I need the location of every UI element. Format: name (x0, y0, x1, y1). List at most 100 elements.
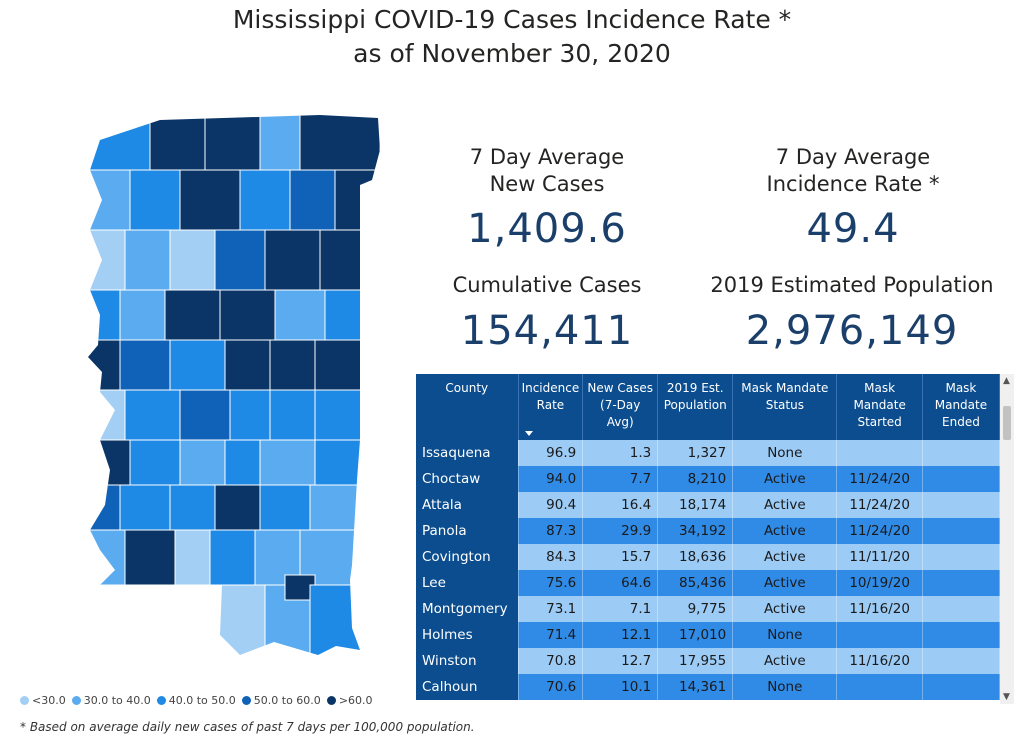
mandate-cell: Active (732, 544, 838, 570)
legend-swatch (71, 696, 81, 705)
numeric-cell: 17,010 (657, 622, 734, 648)
county-walthall[interactable] (174, 529, 211, 586)
county-leflore[interactable] (119, 289, 166, 341)
numeric-cell: 73.1 (518, 596, 584, 622)
county-marion[interactable] (209, 529, 256, 586)
county-wilkinson[interactable] (80, 529, 126, 586)
legend-label: 30.0 to 40.0 (83, 694, 151, 707)
county-monroe[interactable] (324, 289, 380, 341)
county-yalobusha[interactable] (214, 229, 266, 291)
county-claiborne[interactable] (80, 439, 131, 486)
county-copiah[interactable] (129, 439, 181, 486)
numeric-cell: 18,174 (657, 492, 734, 518)
numeric-cell: 18,636 (657, 544, 734, 570)
county-lincoln[interactable] (119, 484, 171, 531)
county-washington[interactable] (80, 289, 121, 341)
county-holmes[interactable] (169, 339, 226, 391)
county-noxubee[interactable] (314, 339, 380, 391)
county-calhoun[interactable] (264, 229, 321, 291)
county-name-cell: Choctaw (416, 466, 519, 492)
mandate-cell (922, 674, 1000, 700)
column-header[interactable]: Mask Mandate Status (732, 374, 838, 440)
mandate-cell: 11/24/20 (836, 518, 923, 544)
scroll-up-icon[interactable]: ▲ (1003, 376, 1010, 386)
county-benton[interactable] (259, 110, 301, 171)
table-row[interactable]: Attala 90.4 16.4 18,174 Active 11/24/20 (416, 492, 1000, 518)
column-header[interactable]: County (416, 374, 519, 440)
county-desoto[interactable] (149, 110, 206, 171)
county-panola[interactable] (179, 169, 241, 231)
county-chickasaw[interactable] (274, 289, 326, 341)
county-jasper[interactable] (259, 439, 316, 486)
county-lee[interactable] (319, 229, 380, 291)
county-name-cell: Lee (416, 570, 519, 596)
column-header[interactable]: 2019 Est. Population (657, 374, 734, 440)
county-map[interactable] (60, 110, 390, 670)
numeric-cell: 14,361 (657, 674, 734, 700)
table-row[interactable]: Winston 70.8 12.7 17,955 Active 11/16/20 (416, 648, 1000, 674)
sort-descending-icon[interactable] (524, 431, 533, 436)
table-scrollbar[interactable]: ▲ ▼ (1000, 374, 1014, 704)
county-tunica-area[interactable] (80, 110, 151, 171)
county-smith[interactable] (224, 439, 261, 486)
legend-item: 30.0 to 40.0 (71, 694, 151, 707)
county-tallahatchie[interactable] (169, 229, 216, 291)
table-row[interactable]: Choctaw 94.0 7.7 8,210 Active 11/24/20 (416, 466, 1000, 492)
county-attala[interactable] (224, 339, 271, 391)
table-row[interactable]: Covington 84.3 15.7 18,636 Active 11/11/20 (416, 544, 1000, 570)
county-prentiss[interactable] (334, 169, 380, 231)
kpi-population-value: 2,976,149 (745, 308, 959, 354)
column-header[interactable]: Mask Mandate Ended (922, 374, 1000, 440)
mandate-cell: Active (732, 466, 838, 492)
county-union[interactable] (289, 169, 336, 231)
table-row[interactable]: Calhoun 70.6 10.1 14,361 None (416, 674, 1000, 700)
numeric-cell: 1,327 (657, 440, 734, 466)
mandate-cell: 11/16/20 (836, 596, 923, 622)
county-franklin[interactable] (80, 484, 121, 531)
column-header[interactable]: Mask Mandate Started (836, 374, 923, 440)
county-simpson[interactable] (179, 439, 226, 486)
county-issaquena[interactable] (80, 339, 121, 391)
county-neshoba[interactable] (269, 389, 316, 441)
table-row[interactable]: Panola 87.3 29.9 34,192 Active 11/24/20 (416, 518, 1000, 544)
table-row[interactable]: Issaquena 96.9 1.3 1,327 None (416, 440, 1000, 466)
county-quitman[interactable] (129, 169, 181, 231)
county-jones[interactable] (259, 484, 311, 531)
county-table[interactable]: County Incidence Rate New Cases (7-Day Avg) 2… (416, 374, 1000, 704)
county-alcorn[interactable] (299, 110, 380, 171)
county-marshall[interactable] (204, 110, 261, 171)
table-row[interactable]: Holmes 71.4 12.1 17,010 None (416, 622, 1000, 648)
county-madison[interactable] (179, 389, 231, 441)
county-lafayette[interactable] (239, 169, 291, 231)
column-header[interactable]: Incidence Rate (518, 374, 584, 440)
table-row[interactable]: Montgomery 73.1 7.1 9,775 Active 11/16/20 (416, 596, 1000, 622)
column-header[interactable]: New Cases (7-Day Avg) (582, 374, 659, 440)
county-kemper[interactable] (314, 389, 380, 441)
county-wayne[interactable] (309, 484, 380, 531)
county-coahoma[interactable] (80, 169, 131, 231)
numeric-cell: 16.4 (582, 492, 659, 518)
county-clarke[interactable] (314, 439, 380, 486)
county-warren[interactable] (80, 389, 126, 441)
numeric-cell: 12.1 (582, 622, 659, 648)
county-covington[interactable] (214, 484, 261, 531)
scroll-down-icon[interactable]: ▼ (1003, 692, 1010, 702)
kpi-avg-new-cases-label: 7 Day Average New Cases (430, 144, 664, 198)
county-name-cell: Montgomery (416, 596, 519, 622)
county-leake[interactable] (229, 389, 271, 441)
county-jackson[interactable] (309, 584, 380, 665)
county-pearl-river[interactable] (209, 584, 266, 665)
legend-item: 40.0 to 50.0 (156, 694, 236, 707)
county-humphreys[interactable] (119, 339, 171, 391)
county-bolivar[interactable] (80, 229, 126, 291)
county-montgomery[interactable] (219, 289, 276, 341)
mandate-cell: 11/11/20 (836, 544, 923, 570)
table-row[interactable]: Lee 75.6 64.6 85,436 Active 10/19/20 (416, 570, 1000, 596)
county-lawrence[interactable] (169, 484, 216, 531)
county-hinds[interactable] (124, 389, 181, 441)
county-carroll[interactable] (164, 289, 221, 341)
scroll-thumb[interactable] (1003, 406, 1011, 440)
county-choctaw[interactable] (269, 339, 316, 391)
county-pike[interactable] (124, 529, 176, 586)
county-sunflower[interactable] (124, 229, 171, 291)
